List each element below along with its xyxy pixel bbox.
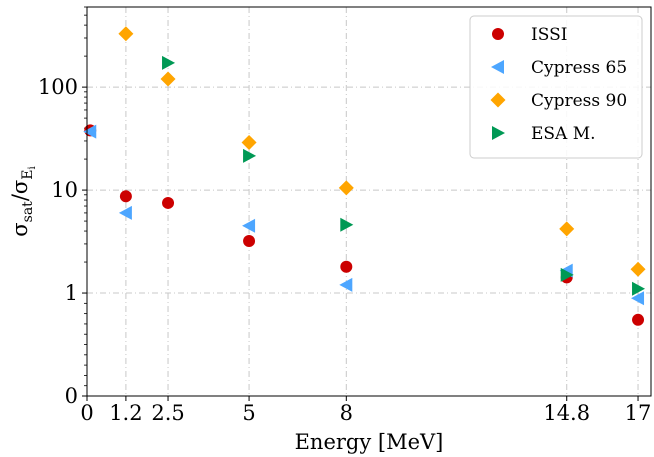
legend-marker [490,92,506,108]
data-point [118,205,132,220]
legend-label: Cypress 65 [531,58,627,78]
legend-label: ISSI [531,25,567,45]
data-point [632,281,646,296]
legend-label: Cypress 90 [531,91,627,111]
y-axis-title-sub2: E [20,170,36,180]
x-tick-label: 14.8 [543,401,590,425]
x-tick-label: 1.2 [109,401,142,425]
data-point [160,71,176,87]
x-tick-label: 2.5 [151,401,184,425]
data-point [118,26,134,42]
y-tick-label: 100 [38,75,78,99]
legend-entry: ESA M. [492,124,596,144]
legend-entry: Cypress 90 [490,91,627,111]
y-axis-title-slash: /σ [8,180,32,201]
data-point [241,134,257,150]
legend-label: ESA M. [531,124,596,144]
data-point [83,124,97,139]
plot-frame [86,6,652,397]
x-tick-label: 5 [242,401,255,425]
data-point [560,267,574,282]
legend-marker [492,126,505,140]
legend-box [469,15,643,159]
axis-ticks: 0 1.2 2.5 5 8 14.8 17 0 1 10 100 [38,75,651,425]
legend-entry: ISSI [492,25,567,45]
x-axis-title: Energy [MeV] [295,430,444,454]
y-axis-title: σsat/σEi [8,166,38,236]
data-point [340,217,354,232]
data-point [630,261,646,277]
data-marks [83,26,646,326]
x-tick-label: 8 [340,401,353,425]
y-tick-label: 10 [51,178,78,202]
x-tick-label: 17 [625,401,652,425]
data-point [242,218,256,233]
data-point [162,196,175,209]
legend-marker [491,60,504,74]
data-point [243,148,257,163]
data-point [631,291,645,306]
y-axis-title-sub1: sat [20,201,36,223]
data-point [559,221,575,237]
x-tick-label: 0 [80,401,93,425]
y-tick-label: 1 [65,281,78,305]
data-point [119,190,132,203]
data-point [243,235,256,248]
legend-entry: Cypress 65 [491,58,627,78]
legend: ISSI Cypress 65 Cypress 90 ESA M. [469,15,643,159]
y-axis-title-sub3: i [27,166,38,169]
y-axis-title-main: σ [8,222,32,236]
data-point [340,260,353,273]
data-point [338,180,354,196]
series-esa-m [162,55,646,296]
data-point [339,277,353,292]
legend-marker [492,28,504,40]
data-point [162,55,176,70]
y-tick-label: 0 [65,384,78,408]
series-cypress-90 [118,26,646,277]
data-point [632,313,645,326]
